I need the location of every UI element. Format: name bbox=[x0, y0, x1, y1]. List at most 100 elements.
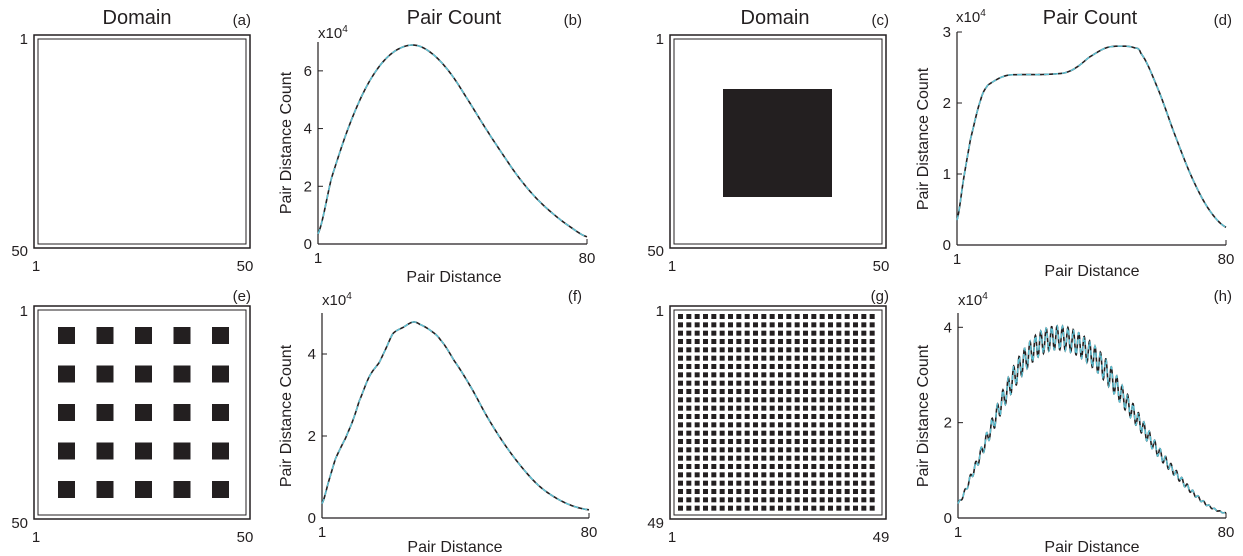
domain-g-square bbox=[819, 330, 825, 336]
domain-g-square bbox=[719, 439, 725, 444]
domain-g-square bbox=[853, 430, 858, 436]
domain-g-square bbox=[786, 422, 792, 428]
domain-g-square bbox=[853, 389, 858, 394]
domain-g-square bbox=[694, 430, 700, 436]
domain-g-square bbox=[778, 430, 783, 436]
domain-g-square bbox=[728, 347, 733, 353]
panel-e: (e) 1 50 1 50 bbox=[11, 288, 253, 546]
domain-g-square bbox=[819, 322, 825, 328]
domain-a-ytick-top: 1 bbox=[20, 31, 28, 48]
domain-g-square bbox=[819, 414, 825, 419]
domain-e-square bbox=[212, 442, 229, 460]
domain-g-square bbox=[861, 397, 867, 403]
domain-g-square bbox=[753, 339, 758, 344]
panel-g-label: (g) bbox=[871, 288, 889, 305]
domain-g-square bbox=[694, 355, 700, 361]
domain-g-square bbox=[778, 455, 783, 461]
domain-g-square bbox=[719, 339, 725, 344]
domain-g-square bbox=[778, 405, 783, 411]
domain-g-square bbox=[836, 480, 842, 486]
domain-g-square bbox=[703, 380, 708, 386]
domain-g-square bbox=[861, 339, 867, 344]
domain-g-square bbox=[744, 455, 750, 461]
domain-g-square bbox=[786, 464, 792, 469]
domain-g-square bbox=[736, 380, 742, 386]
domain-g-square bbox=[711, 330, 717, 336]
domain-g-square bbox=[861, 405, 867, 411]
domain-g-square bbox=[686, 414, 692, 419]
domain-g-square bbox=[678, 380, 683, 386]
domain-e-square bbox=[58, 327, 75, 344]
domain-g-square bbox=[753, 397, 758, 403]
domain-g-square bbox=[794, 364, 800, 369]
domain-g-square bbox=[803, 472, 808, 478]
domain-g-square bbox=[753, 314, 758, 319]
domain-a-ytick-bottom: 50 bbox=[11, 243, 28, 260]
domain-g-square bbox=[761, 355, 767, 361]
domain-g-square bbox=[711, 364, 717, 369]
domain-g-square bbox=[769, 355, 775, 361]
domain-g-square bbox=[744, 397, 750, 403]
domain-g-square bbox=[869, 389, 875, 394]
domain-g-square bbox=[778, 497, 783, 503]
domain-g-square bbox=[761, 347, 767, 353]
domain-g-square bbox=[811, 455, 817, 461]
panel-g: (g) 1 49 1 49 bbox=[647, 288, 889, 546]
domain-g-square bbox=[794, 405, 800, 411]
panel-f-ytick-label: 0 bbox=[308, 510, 316, 527]
domain-g-square bbox=[853, 355, 858, 361]
domain-g-square bbox=[769, 422, 775, 428]
domain-g-square bbox=[719, 322, 725, 328]
domain-e-square bbox=[58, 481, 75, 498]
domain-g-square bbox=[678, 364, 683, 369]
domain-g-square bbox=[836, 430, 842, 436]
panel-h-exponent: x104 bbox=[958, 291, 988, 309]
domain-g-square bbox=[686, 405, 692, 411]
domain-g-square bbox=[819, 347, 825, 353]
panel-b-exponent: x104 bbox=[318, 24, 348, 42]
domain-g-square bbox=[744, 339, 750, 344]
domain-g-square bbox=[786, 505, 792, 511]
domain-g-square bbox=[703, 339, 708, 344]
domain-g-square bbox=[728, 455, 733, 461]
domain-g-square bbox=[844, 372, 850, 378]
domain-g-square bbox=[761, 439, 767, 444]
panel-h-ytick-label: 0 bbox=[944, 510, 952, 527]
domain-g-square bbox=[836, 322, 842, 328]
domain-g-square bbox=[694, 322, 700, 328]
domain-g-square bbox=[869, 347, 875, 353]
domain-g-square bbox=[686, 339, 692, 344]
domain-e-square bbox=[173, 404, 191, 421]
domain-g-square bbox=[778, 397, 783, 403]
domain-g-square bbox=[744, 347, 750, 353]
domain-g-square bbox=[761, 322, 767, 328]
domain-g-square bbox=[869, 339, 875, 344]
domain-g-square bbox=[678, 355, 683, 361]
domain-g-square bbox=[836, 330, 842, 336]
domain-g-square bbox=[819, 480, 825, 486]
domain-e-square bbox=[96, 327, 114, 344]
domain-g-square bbox=[753, 372, 758, 378]
domain-g-square bbox=[844, 480, 850, 486]
domain-g-square bbox=[728, 472, 733, 478]
domain-g-square bbox=[794, 447, 800, 453]
domain-g-square bbox=[694, 314, 700, 319]
domain-g-square bbox=[719, 472, 725, 478]
domain-g-square bbox=[719, 430, 725, 436]
domain-g-square bbox=[811, 447, 817, 453]
domain-g-square bbox=[736, 389, 742, 394]
domain-g-square bbox=[736, 464, 742, 469]
panel-h-ytick-label: 4 bbox=[944, 319, 952, 336]
domain-g-square bbox=[869, 447, 875, 453]
domain-g-square bbox=[853, 447, 858, 453]
domain-g-square bbox=[853, 364, 858, 369]
domain-g-square bbox=[694, 414, 700, 419]
domain-g-square bbox=[844, 339, 850, 344]
domain-g-square bbox=[786, 380, 792, 386]
panel-f-label: (f) bbox=[568, 288, 582, 305]
panel-e-label: (e) bbox=[233, 288, 251, 305]
domain-g-square bbox=[869, 372, 875, 378]
